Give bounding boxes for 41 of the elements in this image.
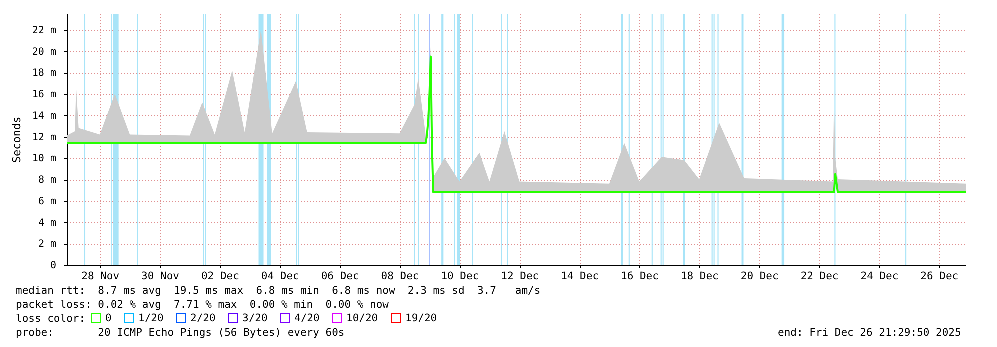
x-tick-label: 10 Dec (441, 270, 480, 282)
line-series (66, 56, 967, 194)
x-tick-label: 12 Dec (501, 270, 540, 282)
x-tick-label: 02 Dec (201, 270, 240, 282)
x-tick-label: 28 Nov (82, 270, 120, 282)
y-tick-label: 22 m (32, 26, 56, 37)
x-tick-label: 22 Dec (800, 270, 839, 282)
y-tick-label: 16 m (32, 90, 56, 101)
x-tick-label: 18 Dec (680, 270, 719, 282)
y-tick-label: 18 m (32, 68, 56, 80)
x-tick-label: 26 Dec (920, 270, 959, 282)
legend-label: 19/20 (406, 312, 438, 324)
y-tick-label: 14 m (32, 110, 56, 122)
legend-label: 2/20 (190, 312, 216, 324)
x-tick-label: 16 Dec (621, 270, 659, 282)
y-tick-label: 12 m (32, 132, 56, 144)
y-tick-label: 20 m (32, 46, 56, 58)
x-tick-label: 08 Dec (381, 270, 420, 282)
legend-label: 1/20 (138, 312, 164, 324)
x-tick-label: 04 Dec (261, 270, 300, 282)
legend-label: 3/20 (242, 312, 268, 324)
y-tick-label: 8 m (38, 175, 56, 186)
y-tick-label: 6 m (38, 196, 56, 208)
y-tick-label: 2 m (38, 239, 56, 250)
x-tick-label: 06 Dec (321, 270, 360, 282)
y-tick-label: 0 (50, 260, 56, 272)
legend-label: 4/20 (294, 312, 320, 324)
text: median rtt: 8.7 ms avg 19.5 ms max 6.8 ms min 6.8 ms now 2.3 ms sd 3.7 am/s (16, 285, 541, 297)
x-tick-label: 14 Dec (561, 270, 600, 282)
text: end: Fri Dec 26 21:29:50 2025 (778, 327, 962, 339)
legend-label: 10/20 (346, 312, 378, 324)
legend-title: loss color: (16, 313, 86, 325)
x-tick-label: 20 Dec (740, 270, 779, 282)
y-axis-title: Seconds (10, 116, 24, 164)
legend-label: 0 (106, 312, 112, 324)
x-tick-label: 30 Nov (142, 270, 180, 282)
y-tick-label: 10 m (32, 154, 56, 165)
text: probe: 20 ICMP Echo Pings (56 Bytes) every 60s (16, 327, 345, 339)
x-tick-label: 24 Dec (860, 270, 899, 282)
text: packet loss: 0.02 % avg 7.71 % max 0.00 % min 0.00 % now (16, 299, 389, 311)
y-tick-label: 4 m (38, 218, 56, 229)
